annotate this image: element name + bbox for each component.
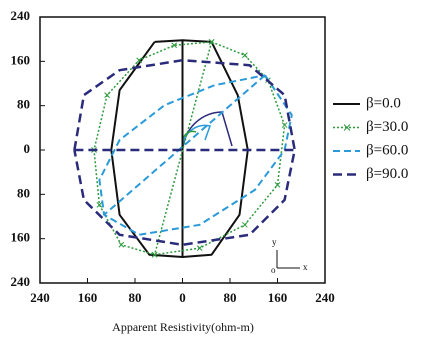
x-tick-label: 160: [78, 290, 98, 305]
legend-label: β=30.0: [366, 119, 408, 135]
legend-label: β=90.0: [366, 166, 408, 182]
legend-label: β=60.0: [366, 142, 408, 158]
series-marker: [171, 42, 178, 49]
y-tick-label: 80: [17, 185, 30, 200]
series-marker: [196, 245, 203, 251]
series-marker: [208, 39, 215, 45]
arrow-60: [182, 124, 211, 147]
icon-x: x: [303, 262, 308, 272]
legend-marker: [343, 124, 351, 131]
series-line: [73, 58, 296, 247]
series-marker: [104, 92, 110, 98]
y-tick-label: 160: [11, 230, 31, 245]
icon-y: y: [272, 237, 277, 247]
y-tick-label: 240: [11, 274, 31, 289]
series-marker: [241, 52, 248, 59]
x-tick-label: 160: [268, 290, 288, 305]
series-marker: [136, 57, 143, 64]
y-tick-label: 240: [11, 8, 31, 23]
series-marker: [151, 251, 158, 258]
y-tick-label: 160: [11, 52, 31, 67]
icon-o: o: [271, 265, 276, 275]
series-marker: [274, 182, 281, 188]
x-tick-label: 80: [224, 290, 237, 305]
series-line: [93, 41, 286, 256]
legend-label: β=0.0: [366, 95, 401, 111]
x-tick-label: 240: [30, 290, 50, 305]
series-marker: [96, 202, 103, 208]
x-tick-label: 240: [315, 290, 335, 305]
series-marker: [281, 122, 288, 128]
series-marker: [241, 221, 248, 228]
series-marker: [118, 241, 125, 248]
x-tick-label: 80: [129, 290, 142, 305]
y-tick-label: 80: [17, 97, 30, 112]
rotation-arrows: [181, 111, 233, 149]
x-axis-label: Apparent Resistivity(ohm-m): [112, 320, 254, 334]
axis-icon: [276, 250, 300, 269]
y-tick-label: 0: [24, 141, 31, 156]
x-tick-label: 0: [179, 290, 186, 305]
series-line: [98, 74, 293, 236]
